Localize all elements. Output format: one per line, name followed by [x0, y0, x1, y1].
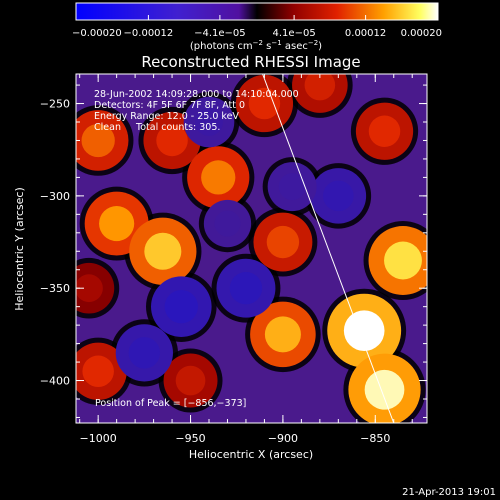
colorbar-tick-label: 0.00012: [345, 28, 386, 39]
peak-position-text: Position of Peak = [−856,−373]: [95, 398, 246, 409]
colorbar-ticks: [75, 15, 439, 20]
heatmap: [76, 74, 427, 423]
heatmap-blob-core: [81, 123, 115, 158]
heatmap-blob-core: [214, 210, 241, 237]
y-tick-label: −300: [40, 190, 70, 203]
colorbar-tick-label: −0.00020: [72, 28, 122, 39]
colorbar: −0.00020 −0.00012 −4.1e−05 4.1e−05 0.00012 0.…: [72, 2, 442, 52]
heatmap-blob-core: [368, 115, 401, 147]
annotation-energy-range: Energy Range: 12.0 - 25.0 keV: [94, 111, 239, 122]
annotation-counts: Clean Total counts: 305.: [94, 122, 220, 133]
heatmap-blob-core: [201, 160, 236, 195]
heatmap-blob-core: [364, 369, 405, 410]
heatmap-blob-core: [323, 180, 354, 212]
x-axis-label: Heliocentric X (arcsec): [189, 448, 313, 461]
y-axis-tick-labels: −250 −300 −350 −400: [40, 98, 70, 388]
heatmap-blob-core: [343, 310, 385, 351]
x-tick-label: −1000: [80, 432, 117, 445]
heatmap-blob-core: [99, 205, 135, 242]
chart-title: Reconstructed RHESSI Image: [141, 53, 360, 71]
heatmap-blobs: [76, 74, 427, 423]
heatmap-blob-core: [195, 108, 223, 136]
colorbar-tick-label: −4.1e−05: [194, 28, 246, 39]
y-tick-label: −400: [40, 375, 70, 388]
x-tick-label: −850: [360, 432, 390, 445]
heatmap-blob-core: [266, 225, 300, 259]
heatmap-blob-core: [264, 316, 301, 353]
y-tick-label: −250: [40, 98, 70, 111]
y-tick-label: −350: [40, 282, 70, 295]
colorbar-tick-label: −0.00012: [124, 28, 174, 39]
x-axis-ticks: [79, 74, 413, 423]
heatmap-blob-core: [156, 124, 188, 157]
heatmap-blob-core: [76, 274, 103, 303]
heatmap-blob-core: [278, 173, 306, 201]
heatmap-blob-core: [229, 271, 263, 305]
heatmap-blob-core: [384, 241, 422, 280]
solar-limb-line: [262, 74, 395, 423]
annotation-time-range: 28-Jun-2002 14:09:28.000 to 14:10:04.000: [94, 89, 299, 100]
heatmap-blob-core: [128, 337, 161, 369]
heatmap-blob-core: [175, 365, 206, 396]
annotation-detectors: Detectors: 4F 5F 6F 7F 8F, Att 0: [94, 100, 245, 111]
x-tick-label: −900: [268, 432, 298, 445]
heatmap-blob-core: [248, 87, 281, 120]
colorbar-tick-label: 4.1e−05: [273, 28, 316, 39]
colorbar-tick-labels: −0.00020 −0.00012 −4.1e−05 4.1e−05 0.00012 0.…: [72, 28, 442, 39]
heatmap-blob-core: [164, 290, 198, 324]
colorbar-units: (photons cm−2 s−1 asec−2): [190, 39, 322, 52]
x-tick-label: −950: [175, 432, 205, 445]
y-axis-label: Heliocentric Y (arcsec): [13, 187, 26, 311]
heatmap-blob-core: [82, 355, 114, 388]
annotation-block: 28-Jun-2002 14:09:28.000 to 14:10:04.000…: [94, 89, 299, 409]
x-axis-tick-labels: −1000 −950 −900 −850: [80, 432, 391, 445]
plot-frame: [75, 73, 428, 424]
heatmap-blob-core: [144, 232, 182, 270]
colorbar-ramp: [75, 2, 439, 21]
colorbar-tick-label: 0.00020: [401, 28, 442, 39]
y-axis-ticks: [76, 84, 427, 418]
footer-date: 21-Apr-2013 19:01: [402, 487, 496, 498]
heatmap-blob-core: [304, 74, 336, 101]
